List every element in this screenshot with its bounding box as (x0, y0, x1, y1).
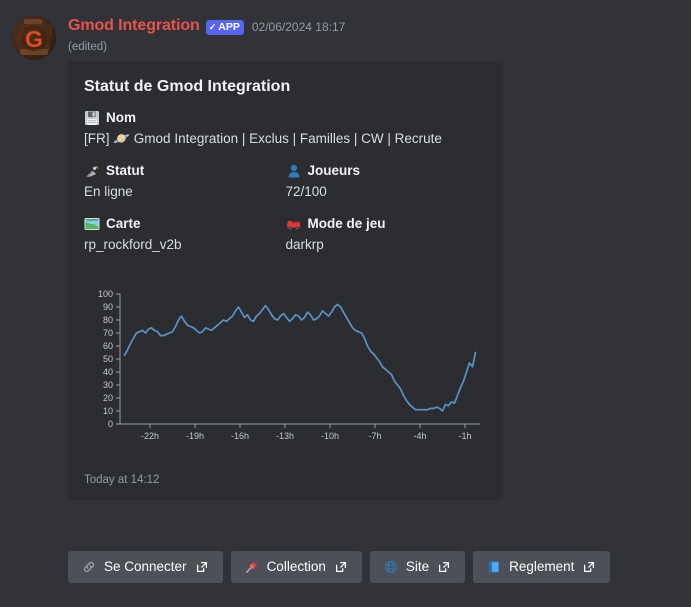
field-name-row: Statut (84, 162, 286, 180)
avatar[interactable]: G (12, 16, 56, 60)
embed-field-joueurs: Joueurs 72/100 (286, 162, 488, 201)
svg-text:G: G (25, 26, 43, 52)
chart-x-axis: -22h -19h -16h -13h -10h -7h -4h -1h (141, 424, 472, 441)
svg-text:30: 30 (103, 380, 113, 390)
svg-text:100: 100 (98, 289, 113, 299)
svg-text:-7h: -7h (368, 431, 381, 441)
embed-field-nom: Nom [FR] 🪐 Gmod Integration | Exclus | F… (84, 109, 487, 148)
field-value: rp_rockford_v2b (84, 237, 182, 252)
verified-check-icon: ✓ (208, 21, 217, 32)
external-link-icon (439, 562, 450, 572)
server-status-embed: Statut de Gmod Integration Nom [FR] 🪐 Gm… (68, 61, 503, 500)
embed-field-statut: Statut En ligne (84, 162, 286, 201)
field-name-row: Mode de jeu (286, 215, 488, 233)
player-count-chart: 0 10 20 30 40 50 60 70 80 90 100 -22h -19h -16h -13h -… (84, 286, 487, 458)
floppy-disk-icon (85, 111, 99, 125)
field-value: [FR] 🪐 Gmod Integration | Exclus | Famil… (84, 131, 442, 146)
field-label: Statut (106, 163, 145, 178)
embed-field-carte: Carte rp_rockford_v2b (84, 215, 286, 254)
site-button[interactable]: Site (369, 551, 466, 583)
svg-text:60: 60 (103, 341, 113, 351)
chart-data-line (123, 303, 477, 412)
world-map-icon (84, 218, 100, 230)
svg-text:40: 40 (103, 367, 113, 377)
embed-field-mode-de-jeu: Mode de jeu darkrp (286, 215, 488, 254)
button-label: Se Connecter (104, 559, 187, 574)
field-value: En ligne (84, 184, 133, 199)
field-value: darkrp (285, 237, 324, 252)
author-name[interactable]: Gmod Integration (68, 17, 200, 34)
svg-text:80: 80 (103, 315, 113, 325)
svg-text:-19h: -19h (186, 431, 204, 441)
button-label: Collection (266, 559, 326, 574)
svg-text:-10h: -10h (321, 431, 339, 441)
svg-text:90: 90 (103, 302, 113, 312)
embed-field-row-2: Carte rp_rockford_v2b (84, 215, 487, 268)
svg-text:-4h: -4h (413, 431, 426, 441)
svg-text:20: 20 (103, 393, 113, 403)
satellite-dish-icon (86, 165, 99, 177)
svg-text:70: 70 (103, 328, 113, 338)
embed-title: Statut de Gmod Integration (84, 78, 291, 95)
field-name-row: Joueurs (286, 162, 488, 180)
se-connecter-button[interactable]: Se Connecter (68, 551, 223, 583)
app-badge: ✓ APP (205, 19, 244, 35)
edited-label: (edited) (68, 41, 107, 53)
link-icon (83, 561, 95, 573)
field-name-row: Carte (84, 215, 286, 233)
svg-text:-1h: -1h (458, 431, 471, 441)
pushpin-icon (245, 561, 257, 573)
globe-icon (384, 561, 397, 573)
svg-text:-16h: -16h (231, 431, 249, 441)
field-name-row: Nom (84, 109, 487, 127)
external-link-icon (584, 562, 595, 572)
field-label: Nom (106, 110, 136, 125)
svg-text:0: 0 (108, 419, 113, 429)
embed-field-row-1: Statut En ligne Joueurs 72/100 (84, 162, 487, 215)
collection-button[interactable]: Collection (230, 551, 362, 583)
blue-book-icon (489, 561, 499, 573)
field-label: Carte (106, 216, 141, 231)
embed-footer: Today at 14:12 (84, 474, 160, 486)
button-label: Site (405, 559, 430, 574)
app-badge-label: APP (218, 20, 240, 33)
button-label: Reglement (509, 559, 575, 574)
field-value: 72/100 (285, 184, 327, 199)
svg-text:10: 10 (103, 406, 113, 416)
external-link-icon (335, 562, 346, 572)
bust-silhouette-icon (287, 164, 300, 178)
svg-text:50: 50 (103, 354, 113, 364)
message-header: Gmod Integration ✓ APP 02/06/2024 18:17 (68, 17, 345, 35)
external-link-icon (196, 562, 207, 572)
action-button-row: Se Connecter Collection (68, 551, 611, 583)
svg-text:-22h: -22h (141, 431, 159, 441)
fire-engine-icon (286, 221, 300, 230)
field-label: Joueurs (307, 163, 361, 178)
message-timestamp: 02/06/2024 18:17 (251, 20, 346, 34)
chart-y-axis: 0 10 20 30 40 50 60 70 80 90 100 (98, 289, 120, 429)
field-label: Mode de jeu (307, 216, 386, 231)
svg-text:-13h: -13h (276, 431, 294, 441)
reglement-button[interactable]: Reglement (473, 551, 611, 583)
